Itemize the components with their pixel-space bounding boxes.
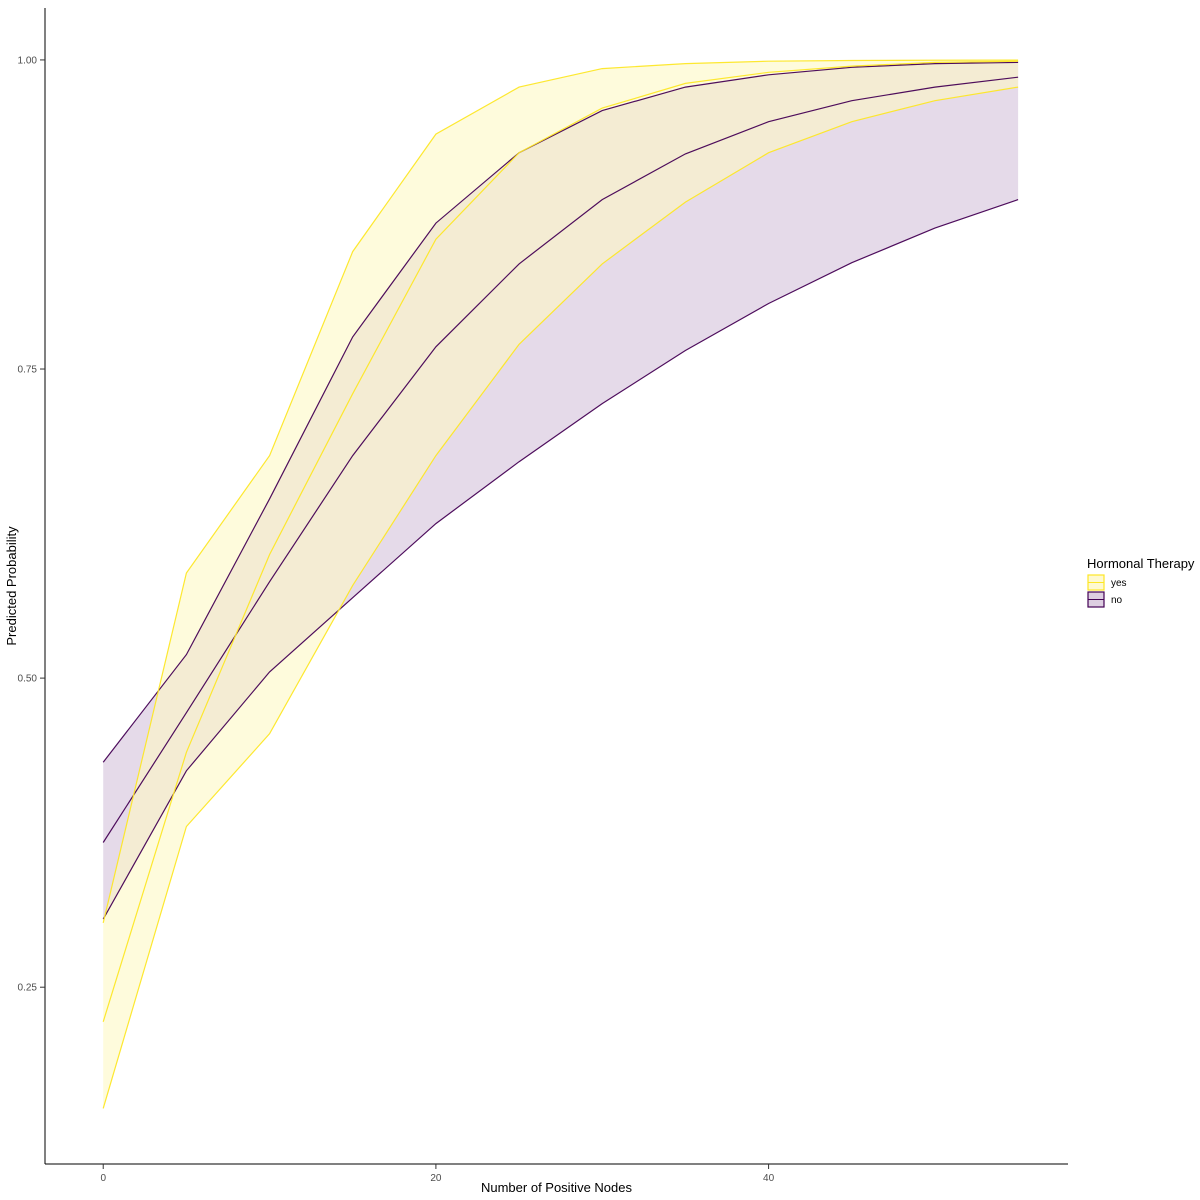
y-tick-label: 0.25: [18, 983, 38, 994]
y-axis-ticks: 0.25 0.50 0.75 1.00: [18, 55, 45, 994]
legend-label-yes: yes: [1111, 578, 1127, 589]
band-no: [103, 62, 1019, 920]
confidence-bands: [103, 60, 1019, 1109]
band-yes: [103, 60, 1019, 1109]
legend: Hormonal Therapy yes no: [1087, 556, 1195, 608]
x-axis-ticks: 0 20 40: [100, 1164, 775, 1184]
legend-title: Hormonal Therapy: [1087, 556, 1195, 571]
y-tick-label: 1.00: [18, 55, 38, 66]
x-tick-label: 20: [430, 1173, 442, 1184]
line-yes-upper: [102, 59, 1019, 924]
line-no-lower: [102, 199, 1019, 920]
y-axis-title: Predicted Probability: [4, 526, 19, 646]
line-yes-lower: [102, 86, 1019, 1109]
axes: 0 20 40 0.25 0.50 0.75 1.00: [18, 8, 1068, 1184]
x-tick-label: 40: [763, 1173, 775, 1184]
x-tick-label: 0: [100, 1173, 106, 1184]
y-tick-label: 0.75: [18, 365, 38, 376]
legend-label-no: no: [1111, 595, 1123, 606]
y-tick-label: 0.50: [18, 674, 38, 685]
line-no-upper: [102, 61, 1019, 763]
line-no-fit: [102, 76, 1019, 843]
line-yes-fit: [102, 60, 1019, 1022]
x-axis-title: Number of Positive Nodes: [481, 1180, 633, 1195]
series-lines: [102, 59, 1019, 1109]
legend-items: yes no: [1087, 574, 1127, 608]
